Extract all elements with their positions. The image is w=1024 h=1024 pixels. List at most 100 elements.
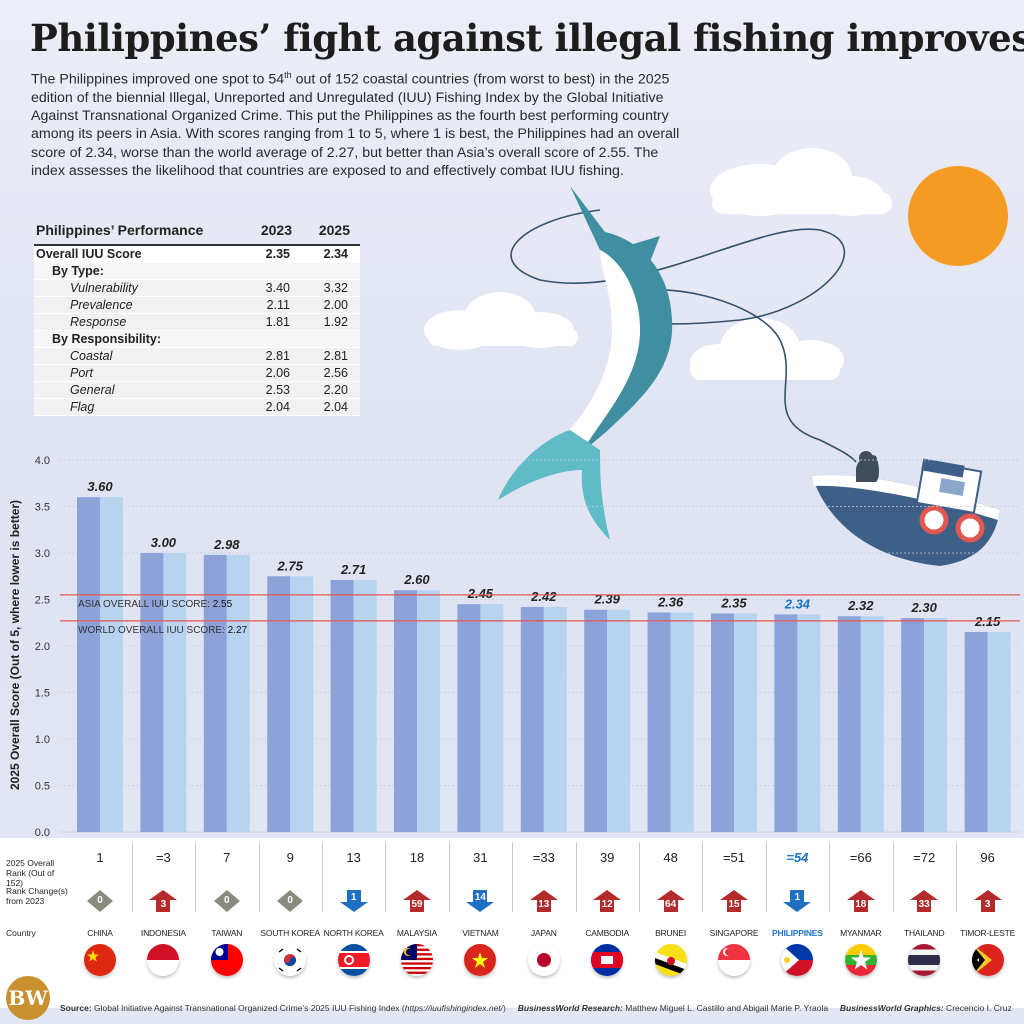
row-value: 2.53 bbox=[244, 381, 302, 399]
rank-value: 1 bbox=[96, 850, 104, 865]
row-value: 3.40 bbox=[244, 279, 302, 297]
reference-line-label: ASIA OVERALL IUU SCORE: 2.55 bbox=[78, 599, 233, 610]
country-label: INDONESIA bbox=[140, 928, 186, 938]
bar-value-label: 2.39 bbox=[594, 592, 621, 607]
y-tick-label: 3.5 bbox=[35, 502, 50, 514]
rank-change-value: 0 bbox=[287, 895, 293, 906]
bar-left bbox=[964, 632, 988, 832]
rank-value: =33 bbox=[532, 850, 555, 865]
table-group-row: By Type: bbox=[34, 262, 360, 280]
rank-value: 9 bbox=[286, 850, 294, 865]
bar-value-label: 3.60 bbox=[87, 479, 113, 494]
marlin-icon bbox=[498, 186, 673, 540]
source-link[interactable]: https://iuufishingindex.net/ bbox=[404, 1003, 504, 1013]
fishing-line bbox=[510, 209, 857, 463]
bar-value-label: 2.15 bbox=[974, 614, 1001, 629]
rank-change-value: 15 bbox=[728, 899, 740, 910]
row-value: 2.35 bbox=[244, 244, 302, 263]
rank-unchanged-icon: 0 bbox=[275, 889, 305, 913]
rank-row-label: 2025 Overall Rank (Out of 152) bbox=[6, 858, 55, 888]
table-row: Overall IUU Score 2.35 2.34 bbox=[34, 244, 360, 263]
bar-left bbox=[203, 554, 227, 832]
country-label: JAPAN bbox=[530, 928, 557, 938]
bar-left bbox=[394, 590, 417, 832]
rank-value: =51 bbox=[722, 850, 746, 865]
bar-value-label: 2.30 bbox=[911, 600, 938, 615]
rank-change-value: 14 bbox=[474, 892, 486, 903]
flag-icon bbox=[274, 944, 307, 976]
cloud-icon bbox=[424, 292, 578, 350]
bar-right bbox=[987, 632, 1011, 832]
row-value: 2.81 bbox=[244, 347, 302, 365]
rank-change-value: 1 bbox=[350, 892, 357, 903]
rank-value: 18 bbox=[409, 850, 425, 865]
row-value: 2.81 bbox=[302, 347, 360, 365]
column-separator bbox=[955, 842, 957, 912]
bar-right bbox=[226, 554, 250, 832]
flag-icon bbox=[84, 944, 116, 976]
column-separator bbox=[829, 842, 831, 912]
bar-value-label: 3.00 bbox=[151, 535, 177, 550]
illustration bbox=[424, 166, 1008, 566]
column-separator bbox=[702, 842, 704, 912]
rank-value: =3 bbox=[155, 850, 171, 865]
row-label: Overall IUU Score bbox=[34, 244, 244, 263]
bar-left bbox=[520, 606, 544, 832]
rank-value: 31 bbox=[473, 850, 488, 865]
table-col-2025: 2025 bbox=[318, 222, 350, 238]
rank-change-value: 0 bbox=[224, 895, 230, 906]
rank-value: 7 bbox=[223, 850, 231, 865]
flag-icon bbox=[527, 944, 560, 976]
rank-value: 48 bbox=[663, 850, 678, 865]
rank-change-value: 0 bbox=[97, 895, 103, 906]
row-value: 2.00 bbox=[302, 296, 360, 314]
bar-value-label: 2.60 bbox=[403, 572, 430, 587]
country-label: SOUTH KOREA bbox=[260, 928, 321, 938]
research-label: BusinessWorld Research: bbox=[517, 1003, 623, 1013]
row-value: 3.32 bbox=[302, 279, 360, 297]
rank-value: 13 bbox=[346, 850, 361, 865]
y-tick-label: 2.0 bbox=[35, 641, 50, 653]
bottom-panel bbox=[0, 838, 1024, 1008]
table-row: Prevalence 2.11 2.00 bbox=[34, 296, 360, 314]
country-label: THAILAND bbox=[903, 928, 945, 938]
row-value: 2.34 bbox=[302, 244, 360, 263]
table-col-2023: 2023 bbox=[260, 222, 292, 238]
rank-change-value: 3 bbox=[160, 899, 167, 910]
rank-change-value: 13 bbox=[538, 899, 550, 910]
flag-icon bbox=[210, 944, 243, 976]
row-label: Prevalence bbox=[34, 296, 244, 314]
rank-change-value: 64 bbox=[665, 899, 677, 910]
column-separator bbox=[765, 842, 767, 912]
rank-down-arrow-icon: 14 bbox=[465, 889, 495, 913]
country-label: NORTH KOREA bbox=[323, 928, 384, 938]
row-value: 1.92 bbox=[302, 313, 360, 331]
bar-right bbox=[543, 606, 567, 832]
bar-right bbox=[670, 612, 694, 832]
businessworld-logo: BW bbox=[6, 976, 50, 1020]
table-row: Flag 2.04 2.04 bbox=[34, 398, 360, 416]
bar-right bbox=[924, 618, 948, 832]
flag-icon bbox=[908, 944, 941, 976]
page-title: Philippines’ fight against illegal fishi… bbox=[30, 16, 1024, 60]
country-label: BRUNEI bbox=[655, 928, 687, 938]
column-separator bbox=[512, 842, 514, 912]
rank-change-value: 33 bbox=[918, 899, 930, 910]
y-tick-label: 0.5 bbox=[35, 781, 50, 793]
group-label: By Type: bbox=[34, 262, 360, 280]
rank-down-arrow-icon: 1 bbox=[339, 889, 369, 913]
bar-left bbox=[774, 614, 798, 832]
y-tick-label: 2.5 bbox=[35, 595, 50, 607]
rank-change-value: 1 bbox=[794, 892, 801, 903]
source-label: Source: bbox=[60, 1003, 92, 1013]
rank-value: =54 bbox=[786, 850, 809, 865]
table-row: Vulnerability 3.40 3.32 bbox=[34, 279, 360, 297]
rank-change-value: 3 bbox=[984, 899, 991, 910]
rank-change-value: 12 bbox=[601, 899, 613, 910]
column-separator bbox=[195, 842, 197, 912]
row-label: Response bbox=[34, 313, 244, 331]
research-text: Matthew Miguel L. Castillo and Abigail M… bbox=[622, 1003, 829, 1013]
rank-value: 96 bbox=[980, 850, 995, 865]
bar-right bbox=[797, 614, 821, 832]
intro-text: The Philippines improved one spot to 54t… bbox=[31, 70, 680, 179]
